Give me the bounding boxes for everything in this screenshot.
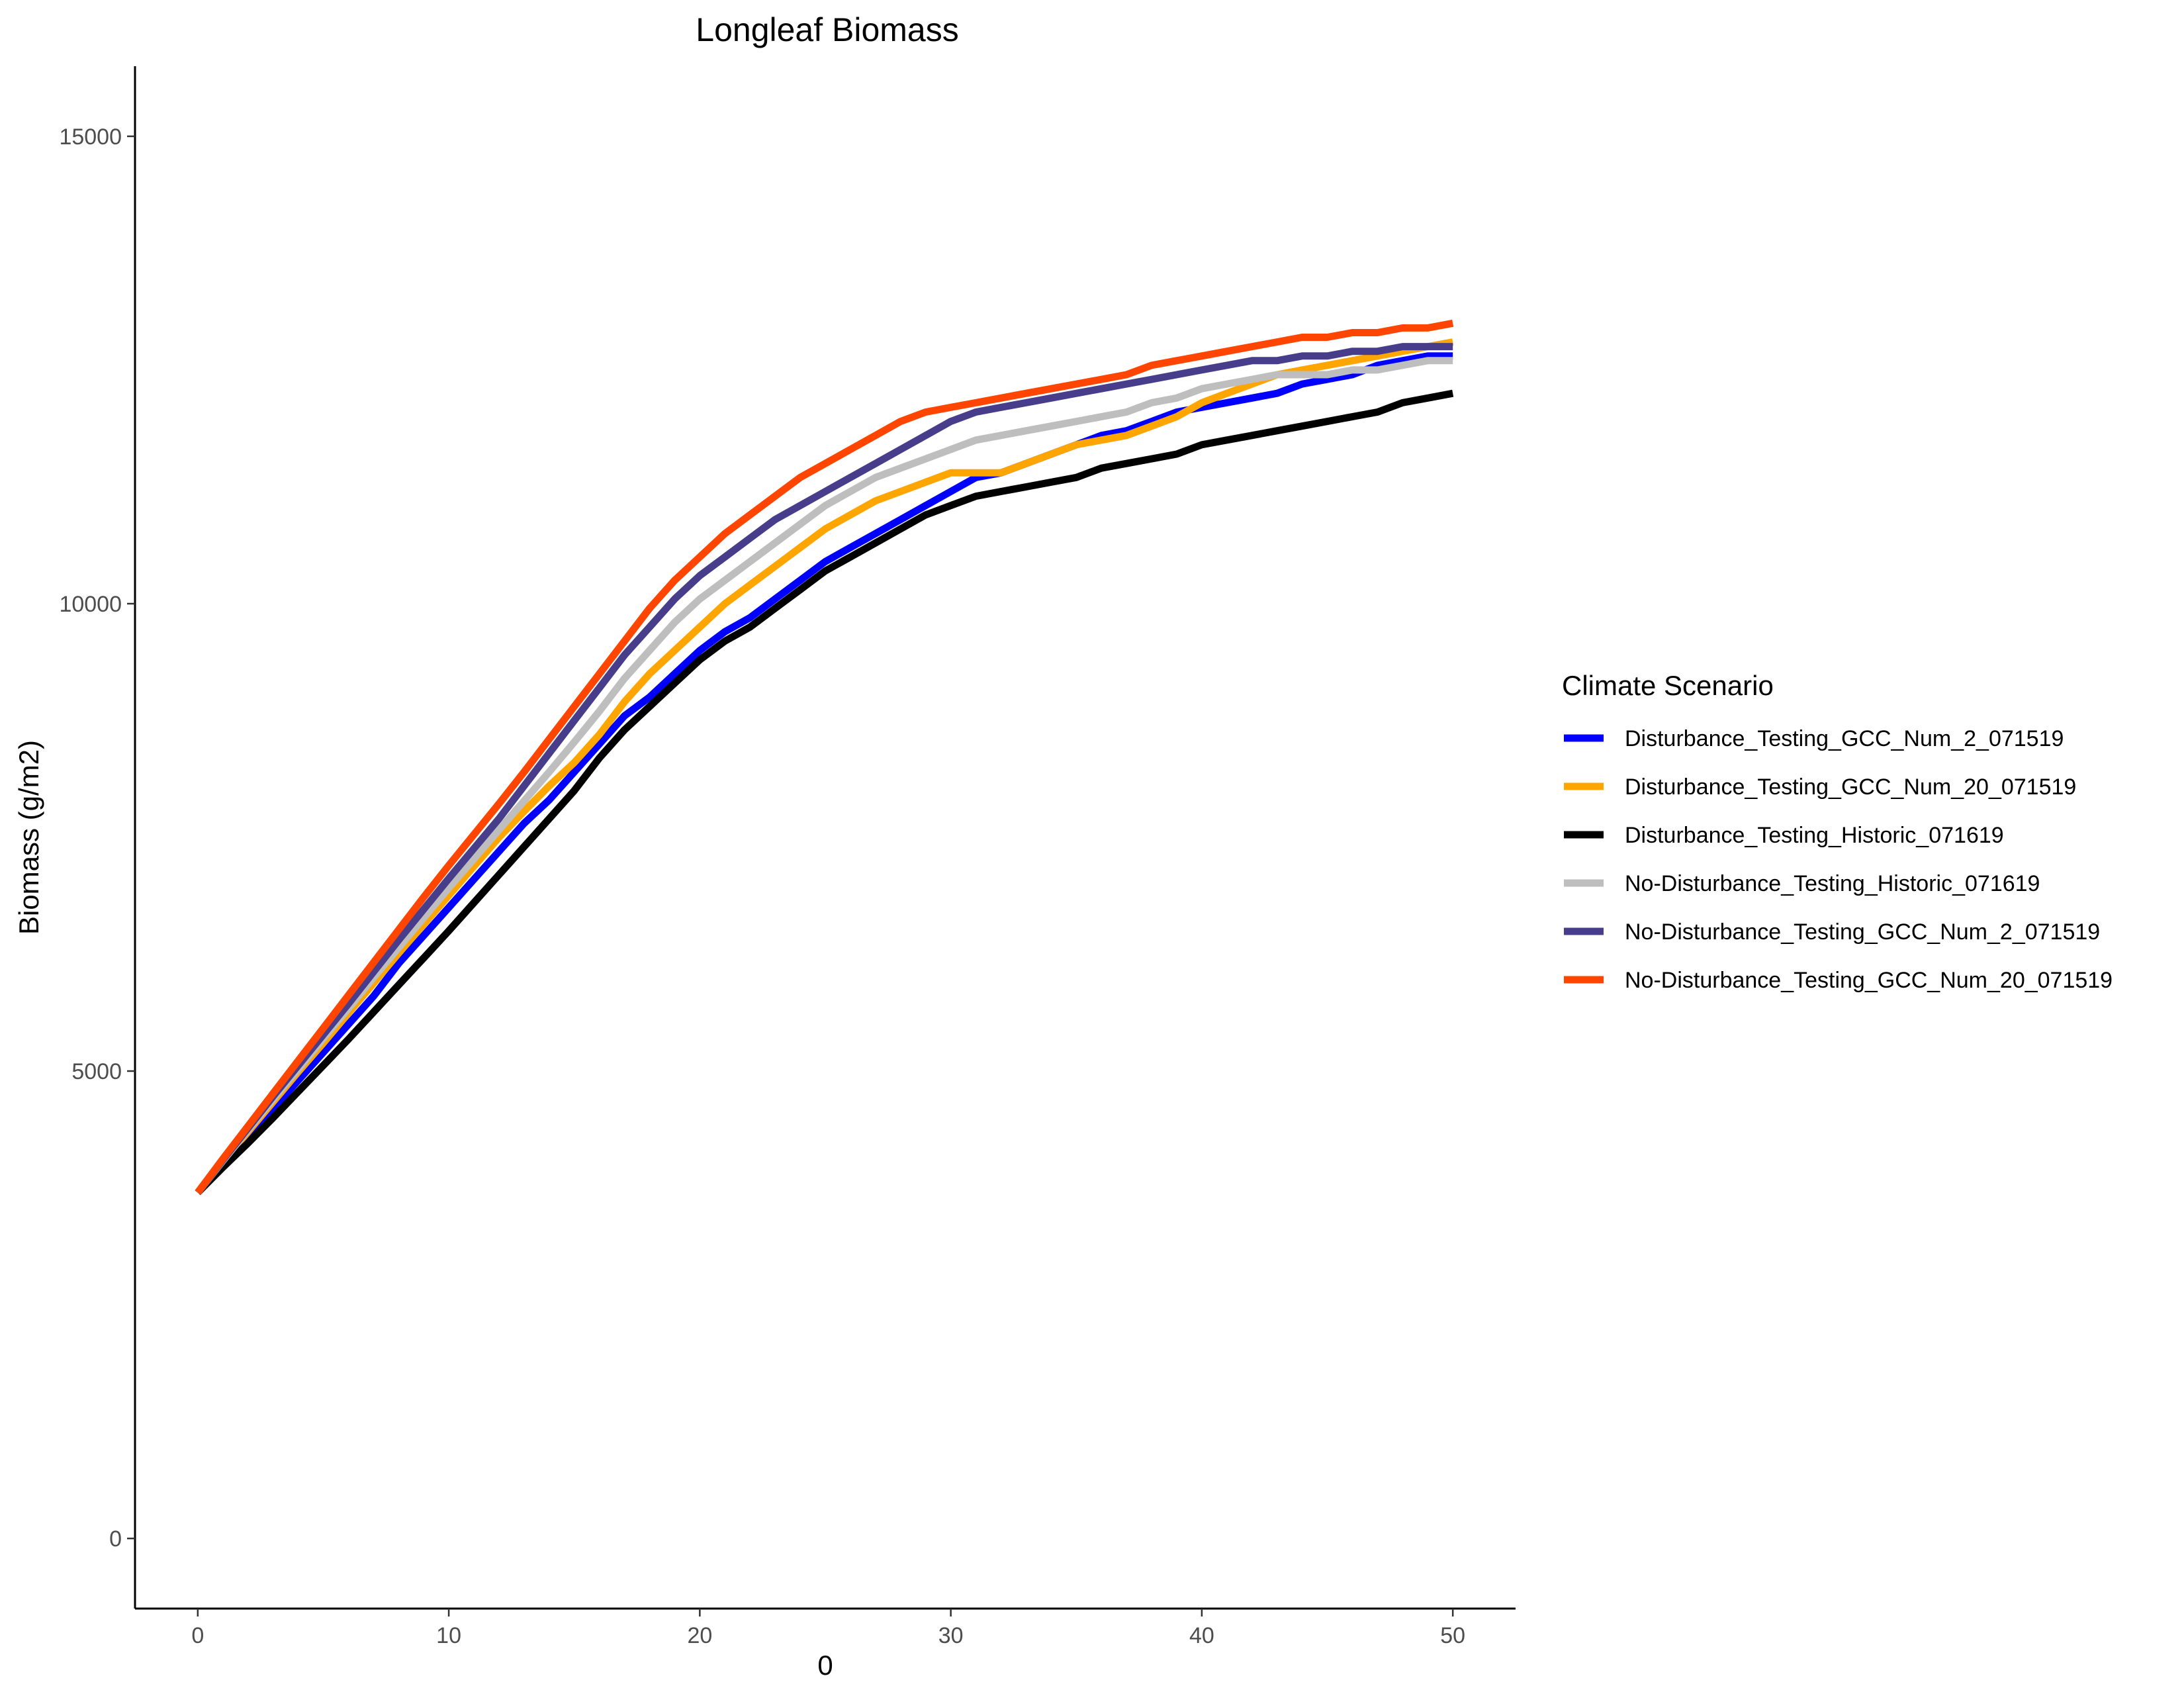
y-tick-label: 15000 <box>59 124 122 150</box>
legend-items: Disturbance_Testing_GCC_Num_2_071519 Dist… <box>1564 726 2113 993</box>
legend-label: No-Disturbance_Testing_GCC_Num_2_071519 <box>1625 919 2100 945</box>
legend-label: No-Disturbance_Testing_GCC_Num_20_071519 <box>1625 968 2113 993</box>
y-axis-title: Biomass (g/m2) <box>13 740 44 935</box>
x-tick-label: 20 <box>687 1623 712 1648</box>
x-tick-label: 30 <box>938 1623 964 1648</box>
series-line <box>195 338 1454 1196</box>
series-line <box>195 357 1453 1196</box>
series-line <box>195 389 1454 1196</box>
series-lines <box>195 319 1454 1196</box>
x-axis-ticks: 0 10 20 30 40 50 <box>191 1609 1465 1648</box>
x-tick-label: 10 <box>436 1623 461 1648</box>
chart-title: Longleaf Biomass <box>696 11 958 48</box>
legend-label: Disturbance_Testing_GCC_Num_2_071519 <box>1625 726 2064 751</box>
x-axis-title: 0 <box>817 1650 833 1681</box>
series-line <box>195 352 1453 1196</box>
x-tick-label: 0 <box>191 1623 204 1648</box>
y-tick-label: 10000 <box>59 592 122 617</box>
legend-label: Disturbance_Testing_Historic_071619 <box>1625 823 2004 848</box>
x-tick-label: 50 <box>1440 1623 1465 1648</box>
series-line <box>195 319 1454 1195</box>
x-tick-label: 40 <box>1189 1623 1214 1648</box>
y-tick-label: 0 <box>109 1526 122 1552</box>
series-line <box>195 343 1453 1195</box>
legend: Climate Scenario Disturbance_Testing_GCC… <box>1562 670 2113 993</box>
legend-label: No-Disturbance_Testing_Historic_071619 <box>1625 871 2040 896</box>
y-tick-label: 5000 <box>71 1059 122 1084</box>
legend-title: Climate Scenario <box>1562 670 1774 701</box>
y-axis-ticks: 0 5000 10000 15000 <box>59 124 135 1552</box>
legend-label: Disturbance_Testing_GCC_Num_20_071519 <box>1625 774 2076 800</box>
